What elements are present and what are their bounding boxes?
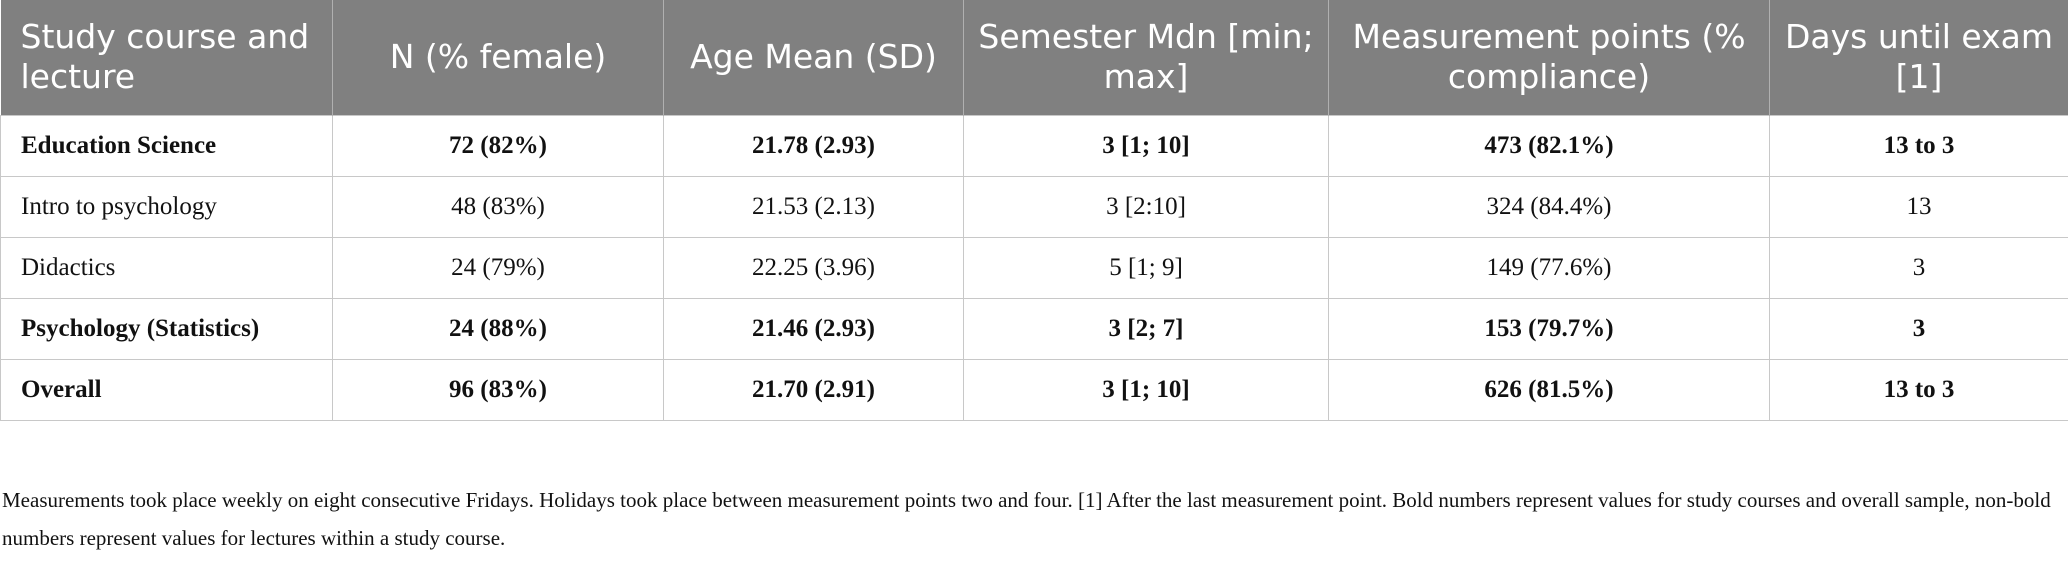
row-label: Psychology (Statistics) [0,297,333,360]
table-row: Intro to psychology 48 (83%) 21.53 (2.13) 3… [0,175,2068,238]
table-cell: 473 (82.1%) [1328,114,1770,177]
row-label: Education Science [0,114,333,177]
table-cell: 22.25 (3.96) [663,236,964,299]
footnote: Measurements took place weekly on eight … [2,487,2051,550]
header-cell: Study course and lecture [0,0,333,115]
table-cell: 72 (82%) [332,114,664,177]
table-cell: 21.53 (2.13) [663,175,964,238]
table-cell: 153 (79.7%) [1328,297,1770,360]
row-label: Overall [0,358,333,421]
table-row: Overall 96 (83%) 21.70 (2.91) 3 [1; 10] 626 … [0,358,2068,421]
table-cell: 96 (83%) [332,358,664,421]
data-table: Study course and lecture N (% female) Age … [0,0,2068,421]
header-cell: Measurement points (% compliance) [1328,0,1770,115]
table-cell: 21.78 (2.93) [663,114,964,177]
table-cell: 21.70 (2.91) [663,358,964,421]
header-cell: N (% female) [332,0,664,115]
table-cell: 3 [2; 7] [963,297,1329,360]
table-cell: 3 [1; 10] [963,358,1329,421]
row-label: Didactics [0,236,333,299]
header-cell: Semester Mdn [min; max] [963,0,1329,115]
row-label: Intro to psychology [0,175,333,238]
table-cell: 324 (84.4%) [1328,175,1770,238]
table-cell: 3 [1769,236,2068,299]
header-cell: Age Mean (SD) [663,0,964,115]
table-cell: 3 [1769,297,2068,360]
table-row: Didactics 24 (79%) 22.25 (3.96) 5 [1; 9] 149… [0,236,2068,299]
header-cell: Days until exam [1] [1769,0,2068,115]
table-cell: 3 [1; 10] [963,114,1329,177]
table-cell: 13 to 3 [1769,114,2068,177]
table-cell: 24 (88%) [332,297,664,360]
table-body: Education Science 72 (82%) 21.78 (2.93) 3 [… [0,114,2068,421]
table-cell: 149 (77.6%) [1328,236,1770,299]
table-cell: 48 (83%) [332,175,664,238]
table-row: Education Science 72 (82%) 21.78 (2.93) 3 [… [0,114,2068,177]
table-cell: 5 [1; 9] [963,236,1329,299]
table-cell: 13 [1769,175,2068,238]
table-cell: 21.46 (2.93) [663,297,964,360]
table-cell: 3 [2:10] [963,175,1329,238]
table-row: Psychology (Statistics) 24 (88%) 21.46 (2.… [0,297,2068,360]
table-cell: 24 (79%) [332,236,664,299]
table-cell: 626 (81.5%) [1328,358,1770,421]
table-cell: 13 to 3 [1769,358,2068,421]
header-row: Study course and lecture N (% female) Age … [0,0,2068,115]
